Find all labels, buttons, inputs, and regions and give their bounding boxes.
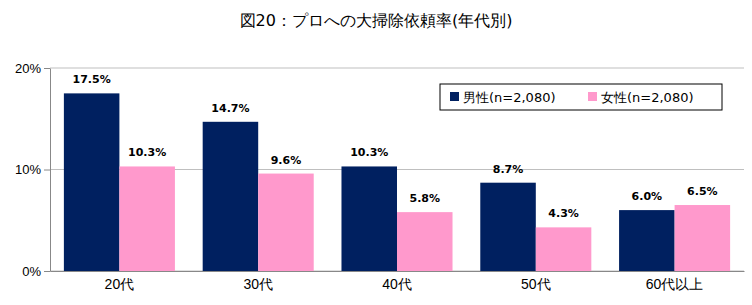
- bar: [397, 212, 453, 271]
- y-tick: 10%: [15, 162, 50, 177]
- legend: 男性(n=2,080) 女性(n=2,080): [440, 84, 722, 110]
- x-tick-label: 60代以上: [646, 276, 704, 292]
- data-label: 10.3%: [350, 146, 388, 159]
- x-axis-line: [51, 271, 745, 272]
- data-label: 10.3%: [128, 146, 166, 159]
- data-labels: 17.5% 14.7% 10.3% 8.7% 6.0% 10.3% 9.6% 5.8% 4.3%…: [73, 73, 718, 220]
- y-tick-label: 10%: [15, 162, 41, 177]
- data-label: 4.3%: [548, 207, 579, 220]
- x-tick: 60代以上: [646, 271, 704, 292]
- x-tick: 40代: [382, 271, 412, 292]
- data-label: 8.7%: [493, 163, 524, 176]
- y-tick-label: 20%: [15, 61, 41, 76]
- legend-swatch: [450, 92, 459, 101]
- y-axis: 0% 10% 20%: [15, 61, 51, 279]
- x-tick-label: 30代: [243, 276, 273, 292]
- data-label: 6.5%: [687, 185, 718, 198]
- y-tick-mark: [44, 68, 50, 69]
- data-label: 6.0%: [632, 190, 663, 203]
- legend-swatch: [588, 92, 597, 101]
- bars: [64, 93, 730, 271]
- grid: [50, 68, 744, 271]
- x-tick-label: 50代: [521, 276, 551, 292]
- y-axis-line: [50, 69, 51, 272]
- bar: [480, 183, 536, 271]
- x-axis: 20代 30代 40代 50代 60代以上: [51, 271, 745, 292]
- y-tick: 0%: [22, 264, 50, 279]
- bar: [203, 122, 259, 271]
- y-tick: 20%: [15, 61, 50, 76]
- x-tick-label: 40代: [382, 276, 412, 292]
- x-tick: 30代: [243, 271, 273, 292]
- data-label: 9.6%: [271, 154, 302, 167]
- title: 図20：プロへの大掃除依頼率(年代別): [240, 11, 513, 30]
- grid-line: [50, 68, 744, 69]
- y-tick-label: 0%: [22, 264, 41, 279]
- bar: [258, 174, 314, 271]
- y-tick-mark: [44, 271, 50, 272]
- bar: [64, 93, 120, 271]
- y-tick-mark: [44, 170, 50, 171]
- bar: [119, 166, 175, 271]
- legend-box: [440, 84, 722, 110]
- bar: [619, 210, 675, 271]
- data-label: 14.7%: [211, 102, 249, 115]
- plot: 0% 10% 20% 20代 30代 40代 50代 60代以上 17.5% 14.7% 10.3%…: [15, 61, 745, 292]
- chart: 図20：プロへの大掃除依頼率(年代別) 0% 10% 20% 20代 30代 40代 50代 6…: [0, 0, 752, 305]
- bar: [341, 166, 397, 271]
- data-label: 5.8%: [410, 192, 441, 205]
- x-tick: 50代: [521, 271, 551, 292]
- bar: [675, 205, 731, 271]
- legend-label: 男性(n=2,080): [463, 90, 556, 105]
- data-label: 17.5%: [73, 73, 111, 86]
- x-tick: 20代: [105, 271, 135, 292]
- x-tick-label: 20代: [105, 276, 135, 292]
- legend-label: 女性(n=2,080): [601, 90, 694, 105]
- bar: [536, 227, 592, 271]
